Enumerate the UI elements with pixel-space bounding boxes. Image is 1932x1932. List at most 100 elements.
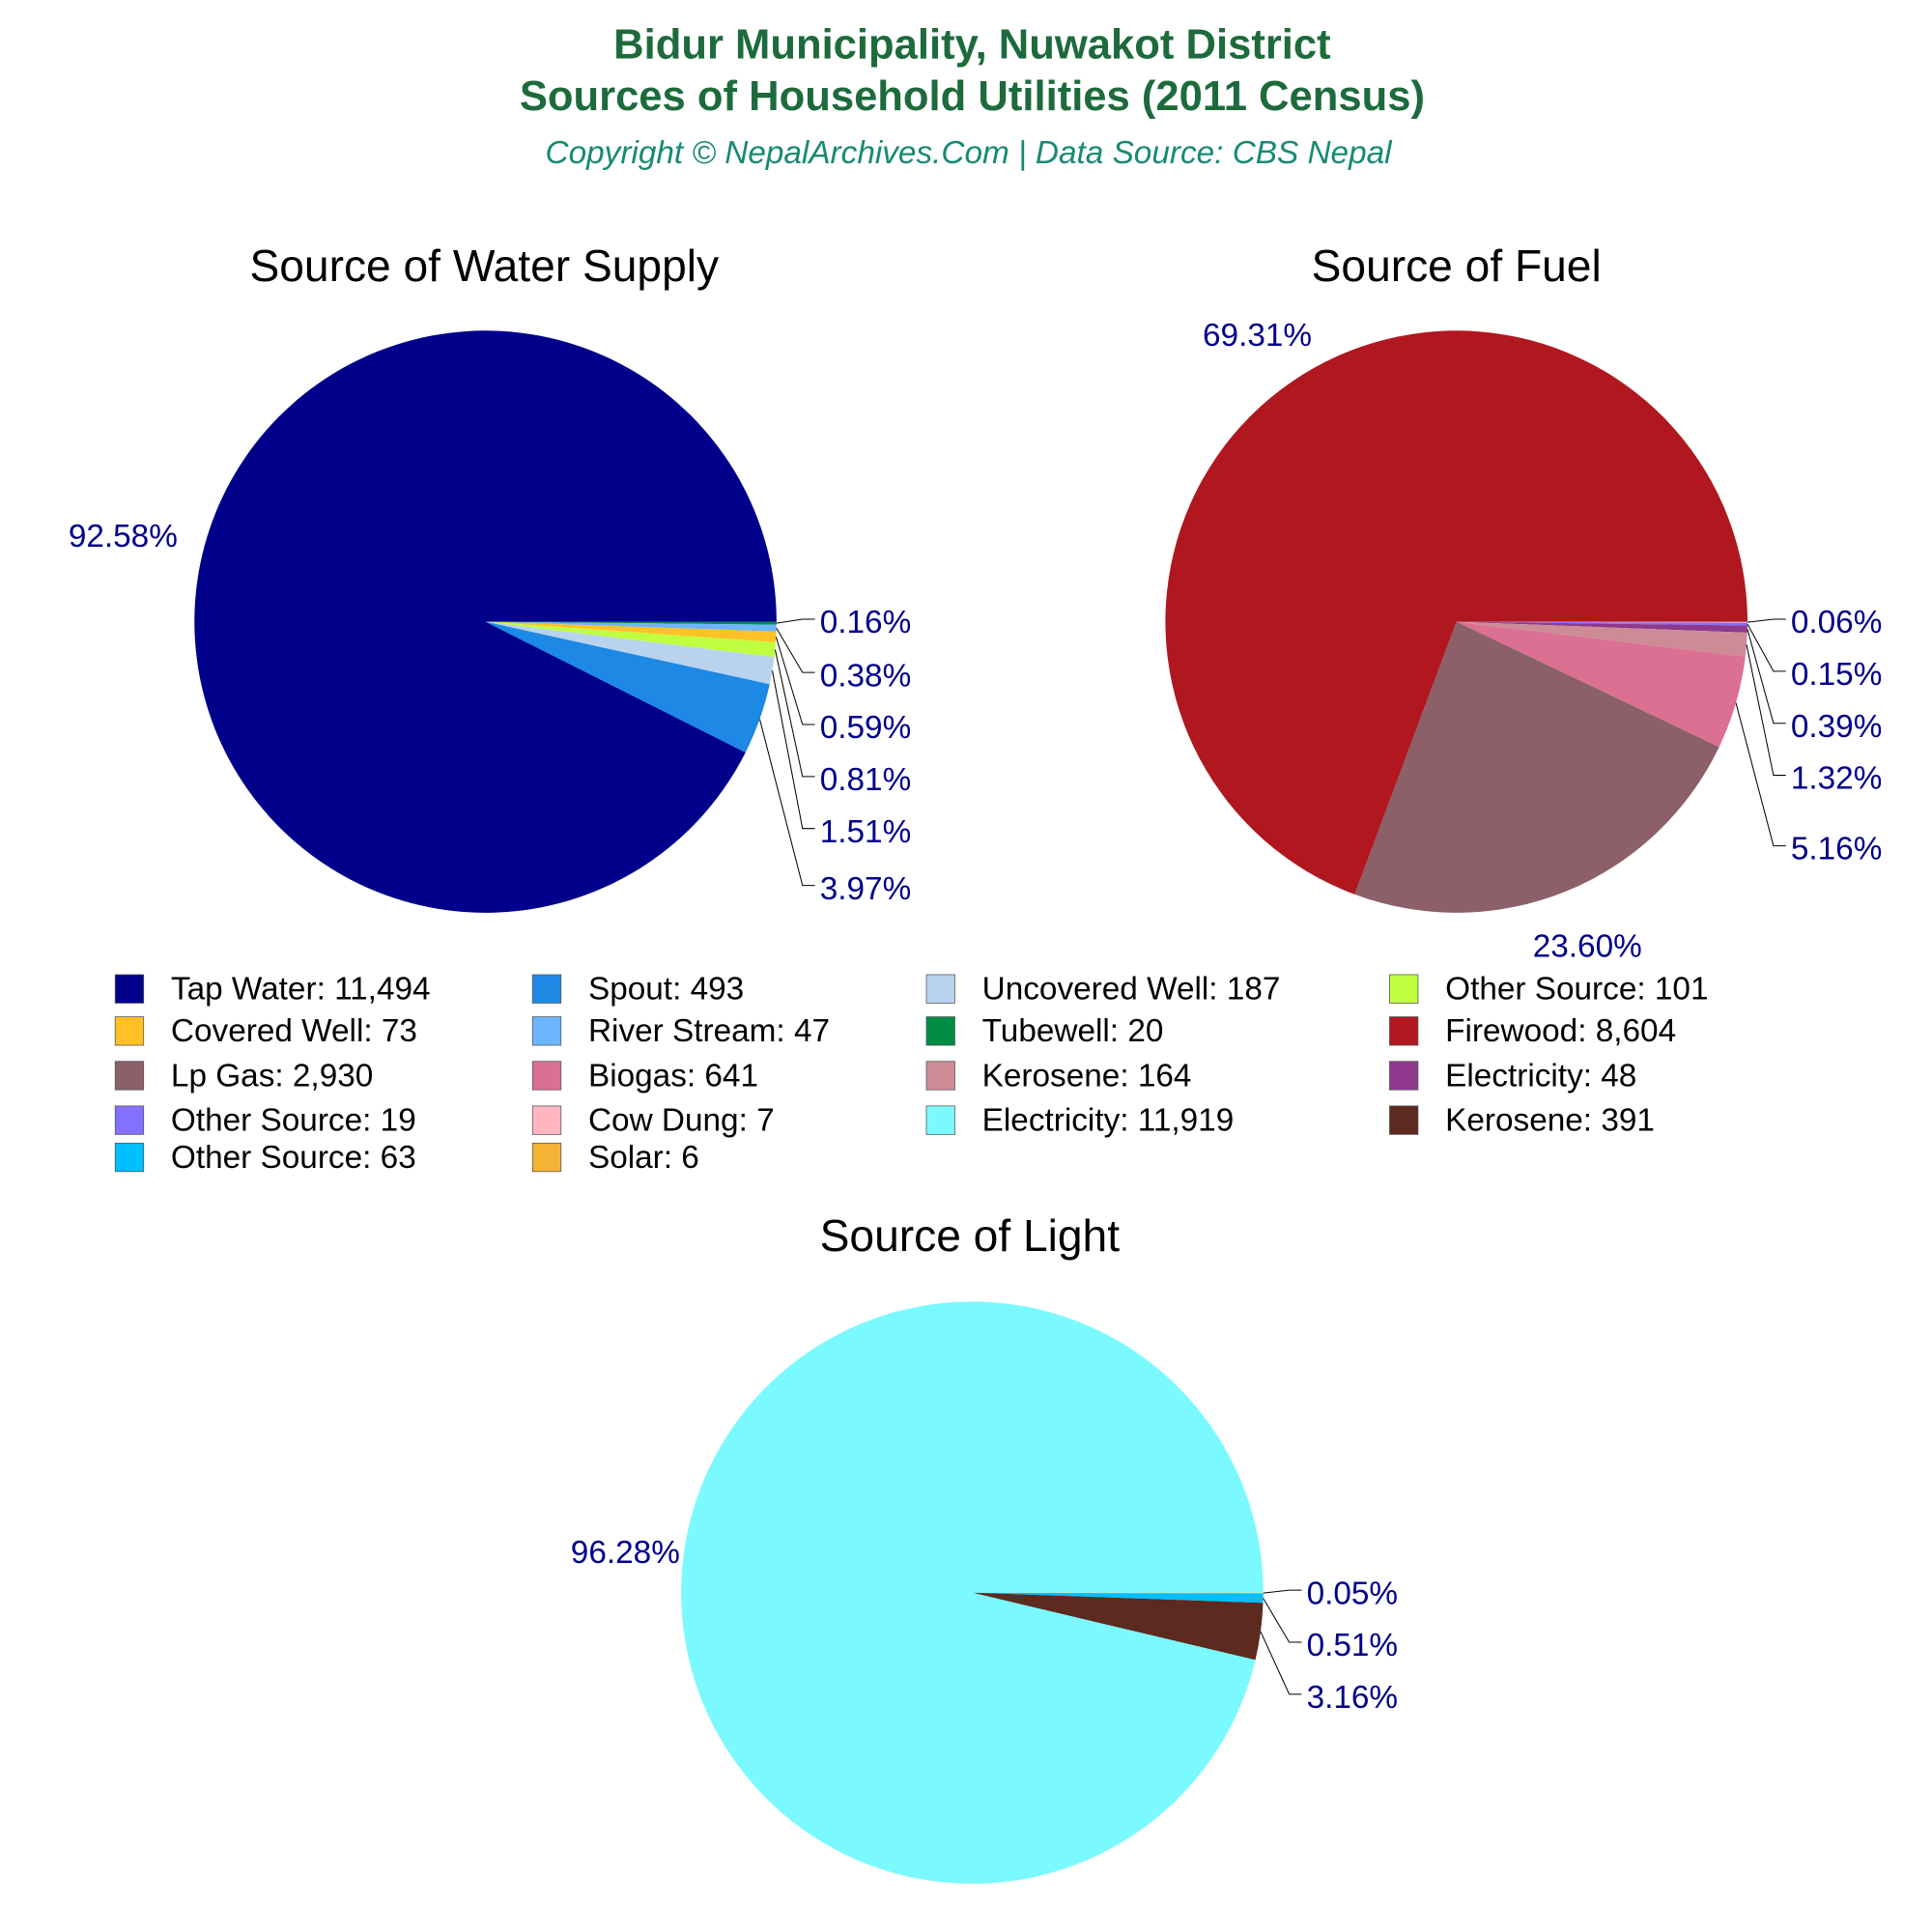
legend-label: Lp Gas: 2,930 xyxy=(171,1058,373,1094)
water-slice-uncovered-well xyxy=(485,621,775,685)
light-slice-kerosene xyxy=(972,1592,1264,1661)
fuel-percent-label: 23.60% xyxy=(1533,928,1642,964)
fuel-leader-line xyxy=(1747,618,1786,623)
legend-item: Electricity: 48 xyxy=(1389,1058,1636,1094)
main-title-line2: Sources of Household Utilities (2011 Cen… xyxy=(520,73,1425,120)
light-leader-line xyxy=(1263,1589,1302,1594)
legend-swatch xyxy=(1389,1016,1419,1046)
water-slice-spout xyxy=(485,621,770,753)
legend-swatch xyxy=(114,1105,145,1135)
legend-swatch xyxy=(1389,1061,1419,1091)
legend-swatch xyxy=(925,974,955,1004)
legend-swatch xyxy=(114,1142,145,1173)
water-percent-label: 0.38% xyxy=(820,658,912,694)
legend-item: Cow Dung: 7 xyxy=(531,1103,775,1139)
water-leader-line xyxy=(758,719,815,887)
light-percent-label: 96.28% xyxy=(571,1535,680,1571)
water-percent-label: 1.51% xyxy=(820,814,912,850)
legend-item: Other Source: 19 xyxy=(114,1103,416,1139)
legend-label: River Stream: 47 xyxy=(588,1013,830,1049)
light-leader-line xyxy=(1260,1631,1302,1695)
legend-label: Cow Dung: 7 xyxy=(588,1103,775,1139)
fuel-slice-kerosene xyxy=(1456,621,1747,657)
water-slice-covered-well xyxy=(485,621,777,642)
legend-label: Tubewell: 20 xyxy=(982,1013,1164,1049)
water-leader-line xyxy=(772,670,815,830)
legend-item: Firewood: 8,604 xyxy=(1389,1013,1676,1049)
legend-item: Electricity: 11,919 xyxy=(925,1103,1234,1139)
legend-item: Solar: 6 xyxy=(531,1140,699,1176)
fuel-percent-label: 69.31% xyxy=(1203,318,1312,354)
water-pie: 0.16% 0.38% 0.59% 0.81% 1.51% 3.97% 92.58% xyxy=(69,330,911,913)
light-percent-label: 3.16% xyxy=(1307,1680,1399,1716)
water-percent-label: 92.58% xyxy=(69,519,178,554)
legend-swatch xyxy=(925,1016,955,1046)
legend-item: Kerosene: 164 xyxy=(925,1058,1192,1094)
water-slice-tubewell xyxy=(485,621,777,625)
legend-swatch xyxy=(925,1061,955,1091)
light-slice-other-source xyxy=(972,1592,1264,1604)
subtitle: Copyright © NepalArchives.Com | Data Sou… xyxy=(546,135,1394,171)
legend-swatch xyxy=(925,1105,955,1135)
legend-label: Other Source: 63 xyxy=(171,1140,416,1176)
fuel-slice-lp-gas xyxy=(1354,621,1719,913)
legend-item: Covered Well: 73 xyxy=(114,1013,417,1049)
water-percent-label: 0.81% xyxy=(820,762,912,798)
water-slice-tap-water xyxy=(194,330,777,913)
legend-item: Other Source: 101 xyxy=(1389,972,1708,1008)
fuel-percent-label: 0.39% xyxy=(1791,709,1883,745)
water-leader-line xyxy=(774,649,815,778)
legend-swatch xyxy=(114,1016,145,1046)
fuel-slice-other-source xyxy=(1456,621,1747,626)
legend-item: Spout: 493 xyxy=(531,972,744,1008)
legend-label: Tap Water: 11,494 xyxy=(171,972,431,1008)
legend-item: Tubewell: 20 xyxy=(925,1013,1164,1049)
legend-item: Lp Gas: 2,930 xyxy=(114,1058,373,1094)
light-percent-label: 0.05% xyxy=(1307,1576,1399,1611)
legend-label: Firewood: 8,604 xyxy=(1445,1013,1676,1049)
water-pie-title: Source of Water Supply xyxy=(250,241,720,291)
legend-label: Other Source: 19 xyxy=(171,1103,416,1139)
legend-swatch xyxy=(114,974,145,1004)
light-leader-line xyxy=(1263,1598,1302,1643)
legend-swatch xyxy=(1389,1105,1419,1135)
water-slice-other-source xyxy=(485,621,777,658)
legend-swatch xyxy=(531,974,562,1004)
legend-label: Solar: 6 xyxy=(588,1140,699,1176)
light-slice-electricity xyxy=(681,1301,1264,1885)
fuel-leader-line xyxy=(1747,623,1786,672)
water-leader-line xyxy=(775,637,815,725)
water-percent-label: 3.97% xyxy=(820,871,912,907)
fuel-slice-biogas xyxy=(1456,621,1746,748)
legend-label: Kerosene: 164 xyxy=(982,1058,1192,1094)
fuel-percent-label: 5.16% xyxy=(1791,832,1883,867)
fuel-slice-electricity xyxy=(1456,621,1747,633)
light-pie-title: Source of Light xyxy=(820,1210,1121,1261)
legend-item: Other Source: 63 xyxy=(114,1140,416,1176)
legend-swatch xyxy=(531,1061,562,1091)
legend: Tap Water: 11,494 Spout: 493 Uncovered Wel… xyxy=(114,972,1708,1176)
legend-item: Kerosene: 391 xyxy=(1389,1103,1655,1139)
fuel-pie-title: Source of Fuel xyxy=(1312,241,1602,291)
water-percent-label: 0.16% xyxy=(820,605,912,640)
legend-label: Uncovered Well: 187 xyxy=(982,972,1281,1008)
legend-swatch xyxy=(531,1016,562,1046)
legend-swatch xyxy=(531,1142,562,1173)
legend-swatch xyxy=(531,1105,562,1135)
legend-swatch xyxy=(114,1061,145,1091)
legend-label: Electricity: 48 xyxy=(1445,1058,1636,1094)
legend-label: Biogas: 641 xyxy=(588,1058,758,1094)
water-percent-label: 0.59% xyxy=(820,710,912,746)
legend-swatch xyxy=(1389,974,1419,1004)
light-percent-label: 0.51% xyxy=(1307,1628,1399,1663)
fuel-leader-line xyxy=(1735,702,1786,847)
fuel-leader-line xyxy=(1747,629,1786,724)
legend-label: Kerosene: 391 xyxy=(1445,1103,1655,1139)
fuel-percent-label: 1.32% xyxy=(1791,761,1883,797)
fuel-leader-line xyxy=(1746,644,1786,777)
legend-label: Other Source: 101 xyxy=(1445,972,1708,1008)
fuel-percent-label: 0.15% xyxy=(1791,657,1883,693)
legend-label: Covered Well: 73 xyxy=(171,1013,417,1049)
